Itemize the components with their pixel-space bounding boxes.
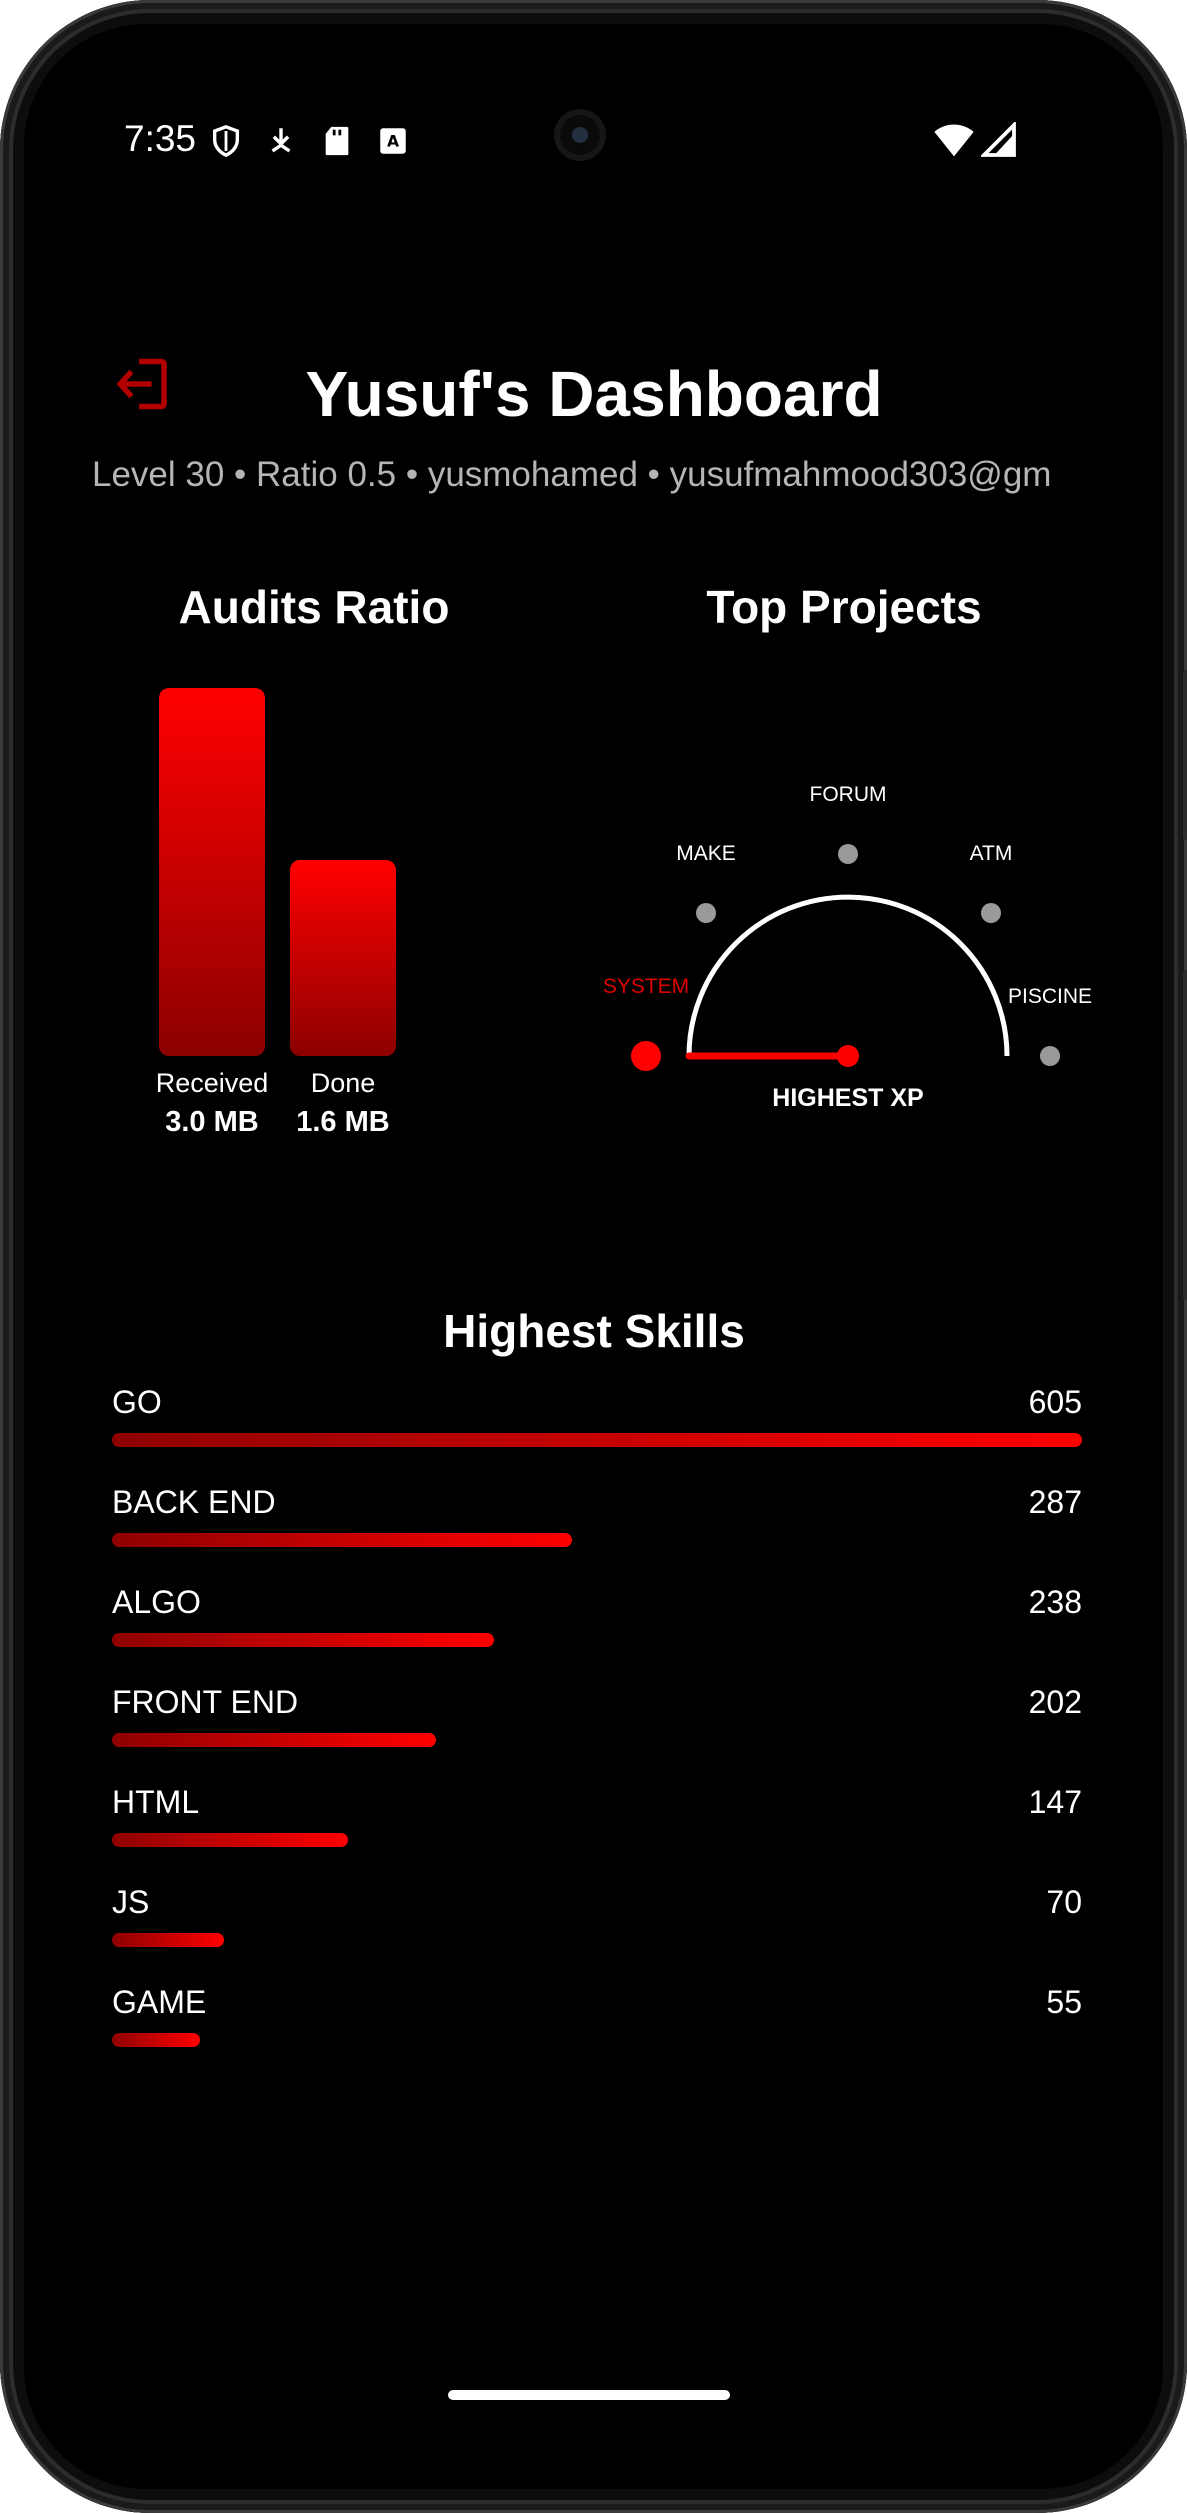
skill-bar [112,1533,573,1547]
skill-row: FRONT END 202 [112,1686,1082,1786]
front-camera [560,115,600,155]
project-label-make: MAKE [676,842,736,865]
skill-value: 605 [1028,1384,1082,1420]
project-label-system: SYSTEM [603,975,689,998]
received-label: Received [155,1068,269,1098]
top-projects-gauge: SYSTEM MAKE FORUM ATM PISCINE HIGHEST XP [603,783,1092,1112]
skill-track [112,1933,1082,1947]
highest-skills-title: Highest Skills [443,1305,745,1357]
keyboard-a-icon: A [380,128,406,154]
skill-value: 238 [1028,1584,1082,1620]
skill-name: HTML [112,1784,200,1820]
skill-track [112,2033,1082,2047]
status-bar: 7:35 A [24,24,1163,158]
skill-track [112,1633,1082,1647]
done-label: Done [310,1068,376,1098]
skill-bar [112,1633,494,1647]
skill-bar [112,1433,1082,1447]
user-summary: Level 30 • Ratio 0.5 • yusmohamed • yusu… [92,456,1052,494]
project-label-piscine: PISCINE [1008,985,1092,1008]
skill-track [112,1533,1082,1547]
download-icon [271,128,291,153]
skill-value: 147 [1028,1784,1082,1820]
project-label-forum: FORUM [810,783,887,806]
received-bar [159,688,265,1056]
received-value: 3.0 MB [165,1106,259,1138]
skill-row: BACK END 287 [112,1486,1082,1586]
gauge-center-label: HIGHEST XP [772,1084,923,1112]
volume-button [1183,970,1187,1300]
skill-bar [112,1833,348,1847]
project-dot-system[interactable] [631,1041,661,1071]
skill-bar [112,2033,201,2047]
shield-icon [212,125,240,158]
skill-value: 70 [1046,1884,1082,1920]
top-projects-title: Top Projects [706,581,982,633]
skill-row: HTML 147 [112,1786,1082,1886]
skill-row: JS 70 [112,1886,1082,1986]
skill-row: GO 605 [112,1386,1082,1486]
done-value: 1.6 MB [296,1106,390,1138]
gauge-arc [686,894,1010,1057]
gauge-center-dot [837,1045,859,1067]
status-time: 7:35 [124,118,197,159]
home-indicator[interactable] [448,2390,730,2400]
project-dot-forum[interactable] [838,844,858,864]
audits-ratio-title: Audits Ratio [178,581,450,633]
project-dot-piscine[interactable] [1040,1046,1060,1066]
power-button [1183,670,1187,840]
project-dot-make[interactable] [696,903,716,923]
skill-name: GO [112,1384,162,1420]
skill-track [112,1433,1082,1447]
page-title: Yusuf's Dashboard [305,358,883,430]
signal-icon [981,122,1016,157]
skills-list: GO 605 BACK END 287 ALGO 238 FRONT END 202 HTML 1… [112,1386,1082,2086]
project-label-atm: ATM [970,842,1013,865]
skill-bar [112,1933,225,1947]
skill-name: JS [112,1884,150,1920]
skill-value: 55 [1046,1984,1082,2020]
skill-value: 202 [1028,1684,1082,1720]
skill-value: 287 [1028,1484,1082,1520]
svg-text:A: A [387,133,399,151]
skill-track [112,1733,1082,1747]
skill-name: GAME [112,1984,207,2020]
screen: 7:35 A [24,24,1163,2489]
skill-bar [112,1733,436,1747]
skill-name: BACK END [112,1484,276,1520]
logout-icon[interactable] [114,354,174,414]
audits-chart: Received Done 3.0 MB 1.6 MB [24,624,544,1144]
skill-track [112,1833,1082,1847]
project-dot-atm[interactable] [981,903,1001,923]
skill-row: ALGO 238 [112,1586,1082,1686]
skill-name: ALGO [112,1584,201,1620]
skill-row: GAME 55 [112,1986,1082,2086]
done-bar [290,859,396,1056]
sd-card-icon [325,126,349,156]
wifi-icon [934,124,974,157]
skill-name: FRONT END [112,1684,299,1720]
